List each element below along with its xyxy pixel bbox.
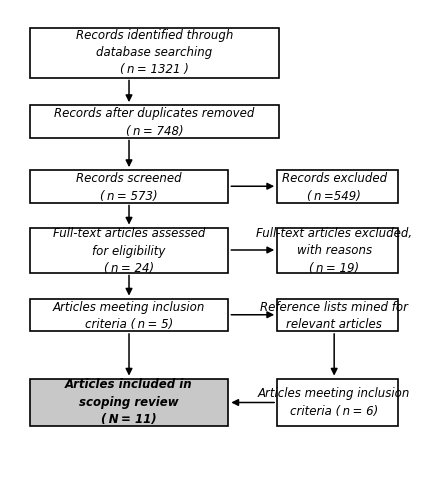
Text: Articles meeting inclusion
criteria ( n = 5): Articles meeting inclusion criteria ( n …: [53, 300, 205, 331]
FancyBboxPatch shape: [277, 228, 398, 272]
FancyBboxPatch shape: [30, 105, 279, 138]
FancyBboxPatch shape: [277, 378, 398, 426]
FancyBboxPatch shape: [30, 298, 228, 331]
FancyBboxPatch shape: [277, 298, 398, 331]
Text: Full-text articles assessed
for eligibility
( n = 24): Full-text articles assessed for eligibil…: [53, 227, 205, 275]
FancyBboxPatch shape: [277, 170, 398, 202]
FancyBboxPatch shape: [30, 228, 228, 272]
FancyBboxPatch shape: [30, 28, 279, 78]
FancyBboxPatch shape: [30, 378, 228, 426]
Text: Records screened
( n = 573): Records screened ( n = 573): [76, 172, 182, 203]
Text: Articles included in
scoping review
( N = 11): Articles included in scoping review ( N …: [65, 378, 193, 426]
Text: Full-text articles excluded,
with reasons
( n = 19): Full-text articles excluded, with reason…: [256, 227, 412, 275]
Text: Records excluded
( n =549): Records excluded ( n =549): [282, 172, 387, 203]
Text: Reference lists mined for
relevant articles: Reference lists mined for relevant artic…: [260, 300, 408, 331]
Text: Records identified through
database searching
( n = 1321 ): Records identified through database sear…: [76, 28, 233, 76]
FancyBboxPatch shape: [30, 170, 228, 202]
Text: Articles meeting inclusion
criteria ( n = 6): Articles meeting inclusion criteria ( n …: [258, 387, 410, 418]
Text: Records after duplicates removed
( n = 748): Records after duplicates removed ( n = 7…: [54, 108, 255, 138]
